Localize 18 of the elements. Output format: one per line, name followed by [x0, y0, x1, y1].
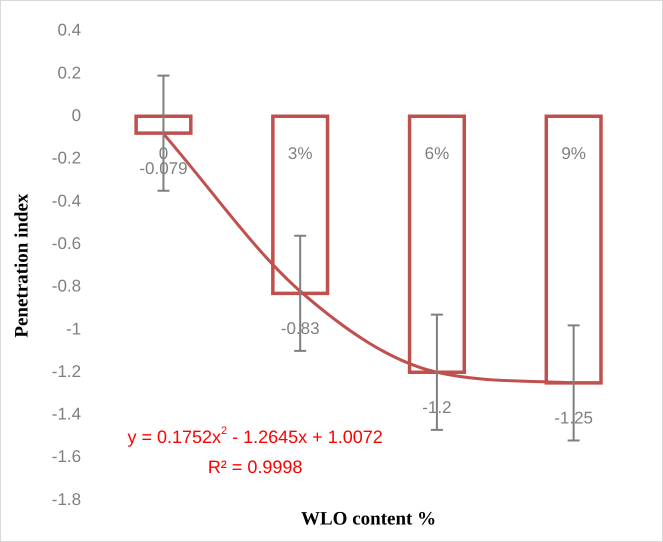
y-tick-label: -0.6 — [52, 234, 82, 253]
y-tick-label: -1.6 — [52, 447, 82, 466]
y-tick-label: -1.8 — [52, 490, 82, 509]
y-tick-label: -1.2 — [52, 362, 82, 381]
y-tick-label: -0.4 — [52, 191, 82, 210]
y-tick-label: 0 — [72, 106, 82, 125]
annotation: R² = 0.9998 — [208, 457, 302, 478]
x-tick-label: 9% — [561, 144, 586, 163]
y-tick-label: -1 — [66, 319, 82, 338]
x-tick-label: 6% — [424, 144, 450, 163]
y-tick-label: 0.2 — [57, 63, 82, 82]
y-tick-label: -0.8 — [52, 276, 82, 296]
y-tick-label: 0.4 — [57, 20, 82, 40]
y-tick-label: -1.4 — [52, 404, 82, 424]
x-axis-title: WLO content % — [300, 508, 436, 530]
y-tick-label: -0.2 — [52, 148, 82, 168]
y-axis-title: Penetration index — [11, 193, 32, 338]
x-tick-label: 3% — [288, 144, 312, 163]
